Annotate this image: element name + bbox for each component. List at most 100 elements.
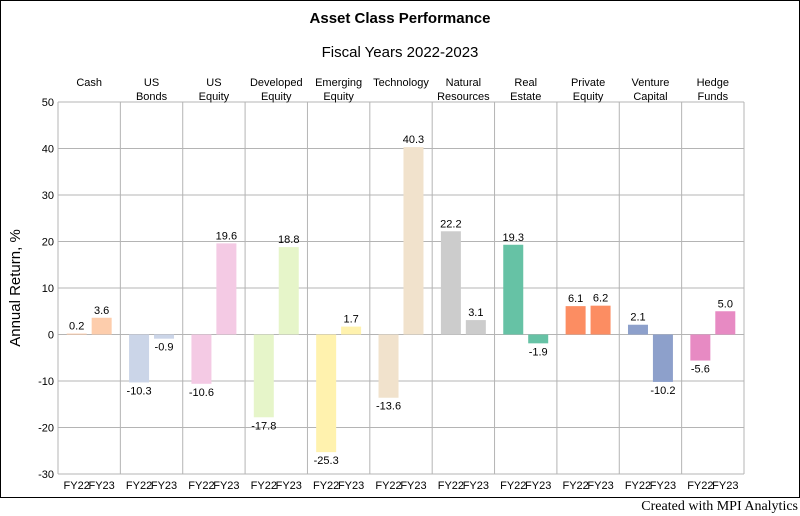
group-label: Resources <box>437 91 490 103</box>
group-label: Funds <box>698 91 729 103</box>
x-tick-label: FY23 <box>587 480 613 492</box>
bar <box>627 324 648 335</box>
data-label: 6.2 <box>593 293 608 305</box>
group-label: Natural <box>446 77 481 89</box>
bar <box>565 306 586 335</box>
group-label: Venture <box>631 77 669 89</box>
data-label: 2.1 <box>630 312 645 324</box>
x-tick-label: FY23 <box>151 480 177 492</box>
x-tick-label: FY22 <box>188 480 214 492</box>
bar <box>440 231 461 335</box>
y-tick-label: 40 <box>42 144 54 156</box>
group-label: Emerging <box>315 77 362 89</box>
bar <box>66 333 87 335</box>
group-label: Cash <box>76 77 102 89</box>
data-label: 3.6 <box>94 305 109 317</box>
x-tick-label: FY22 <box>687 480 713 492</box>
x-tick-label: FY22 <box>64 480 90 492</box>
bar <box>465 320 486 335</box>
data-label: 1.7 <box>343 314 358 326</box>
group-label: Technology <box>373 77 429 89</box>
data-label: 22.2 <box>440 218 461 230</box>
x-tick-label: FY23 <box>89 480 115 492</box>
bar <box>403 147 424 335</box>
data-label: 5.0 <box>718 298 733 310</box>
bar <box>341 326 362 335</box>
x-tick-label: FY23 <box>338 480 364 492</box>
chart-subtitle: Fiscal Years 2022-2023 <box>322 44 479 61</box>
bar <box>503 244 524 335</box>
bar <box>253 334 274 418</box>
bar <box>316 334 337 453</box>
x-tick-label: FY22 <box>438 480 464 492</box>
group-label: Private <box>571 77 605 89</box>
group-label: Hedge <box>697 77 729 89</box>
group-label: Developed <box>250 77 303 89</box>
data-label: -1.9 <box>529 346 548 358</box>
group-label: US <box>144 77 159 89</box>
bar <box>378 334 399 398</box>
x-tick-label: FY23 <box>650 480 676 492</box>
x-tick-label: FY23 <box>525 480 551 492</box>
x-tick-label: FY23 <box>712 480 738 492</box>
y-tick-label: -30 <box>38 469 54 481</box>
bar <box>590 305 611 335</box>
data-label: 19.3 <box>503 232 524 244</box>
asset-class-performance-chart: Asset Class Performance Fiscal Years 202… <box>7 10 745 492</box>
y-tick-label: 0 <box>48 330 54 342</box>
group-label: US <box>206 77 221 89</box>
group-label: Real <box>514 77 537 89</box>
group-label: Equity <box>573 91 604 103</box>
x-tick-label: FY22 <box>625 480 651 492</box>
bar <box>154 334 175 339</box>
group-label: Equity <box>323 91 354 103</box>
x-tick-label: FY23 <box>463 480 489 492</box>
bar <box>652 334 673 382</box>
y-tick-label: 50 <box>42 97 54 109</box>
data-label: 18.8 <box>278 234 299 246</box>
bar <box>528 334 549 344</box>
x-tick-label: FY22 <box>375 480 401 492</box>
data-label: -10.6 <box>189 387 214 399</box>
data-label: -0.9 <box>155 342 174 354</box>
data-label: -25.3 <box>314 455 339 467</box>
x-tick-label: FY22 <box>251 480 277 492</box>
data-label: 6.1 <box>568 293 583 305</box>
data-label: -5.6 <box>691 364 710 376</box>
data-label: -17.8 <box>251 420 276 432</box>
x-tick-label: FY23 <box>213 480 239 492</box>
bar <box>191 334 212 384</box>
bar <box>129 334 150 383</box>
data-label: 3.1 <box>468 307 483 319</box>
y-tick-label: -20 <box>38 423 54 435</box>
data-label: 0.2 <box>69 321 84 333</box>
group-label: Estate <box>510 91 541 103</box>
y-tick-label: 20 <box>42 237 54 249</box>
y-tick-label: -10 <box>38 376 54 388</box>
bar <box>216 243 237 335</box>
y-tick-label: 30 <box>42 190 54 202</box>
bar <box>278 247 299 335</box>
chart-frame <box>0 0 800 498</box>
data-label: -10.2 <box>650 385 675 397</box>
y-axis-label: Annual Return, % <box>7 229 24 347</box>
x-tick-label: FY22 <box>126 480 152 492</box>
data-label: -10.3 <box>127 385 152 397</box>
group-label: Capital <box>633 91 667 103</box>
group-label: Equity <box>199 91 230 103</box>
bar <box>91 317 112 335</box>
chart-title: Asset Class Performance <box>310 10 491 27</box>
x-tick-label: FY22 <box>562 480 588 492</box>
data-label: 19.6 <box>216 230 237 242</box>
group-label: Bonds <box>136 91 168 103</box>
data-label: -13.6 <box>376 401 401 413</box>
credit-text: Created with MPI Analytics <box>641 499 798 514</box>
x-tick-label: FY22 <box>500 480 526 492</box>
x-tick-label: FY22 <box>313 480 339 492</box>
bar <box>690 334 711 361</box>
y-tick-label: 10 <box>42 283 54 295</box>
group-label: Equity <box>261 91 292 103</box>
bar <box>715 311 736 335</box>
x-tick-label: FY23 <box>276 480 302 492</box>
data-label: 40.3 <box>403 134 424 146</box>
